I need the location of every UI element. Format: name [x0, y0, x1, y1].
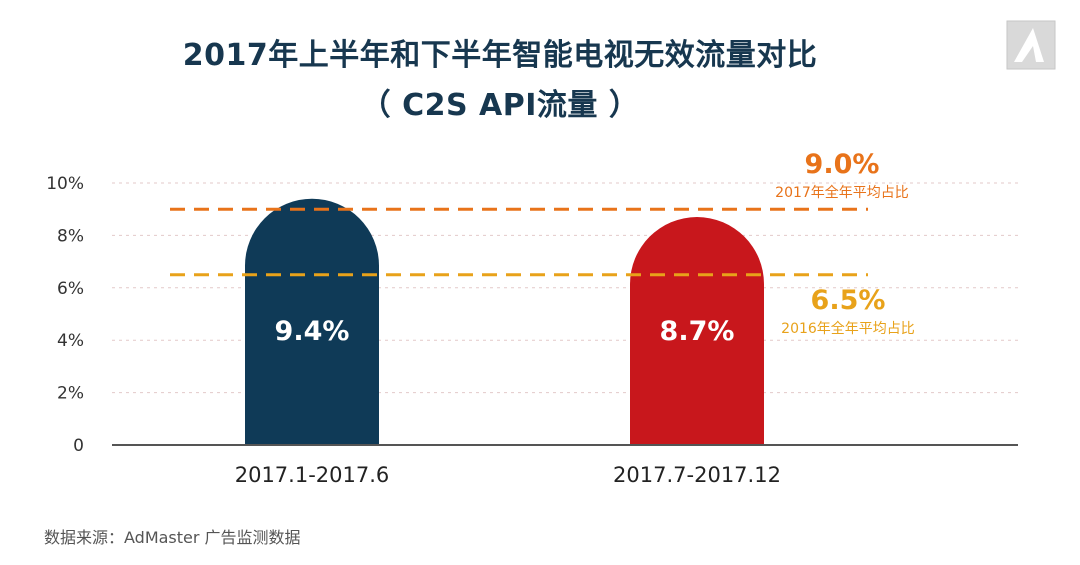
bar-value-label: 8.7% [660, 316, 735, 347]
bar-2017.1-2017.6 [245, 198, 379, 445]
bar-value-label: 9.4% [275, 316, 350, 347]
y-tick-label: 6% [57, 279, 84, 299]
y-tick-label: 2% [57, 384, 84, 404]
x-tick-label: 2017.1-2017.6 [235, 463, 390, 487]
reference-value-label: 9.0% [805, 149, 880, 180]
y-tick-label: 0 [73, 436, 84, 456]
logo-icon [1006, 20, 1056, 70]
chart-title: 2017年上半年和下半年智能电视无效流量对比 [182, 38, 818, 73]
y-tick-label: 4% [57, 331, 84, 351]
y-tick-label: 8% [57, 226, 84, 246]
data-source-note: 数据来源：AdMaster 广告监测数据 [44, 528, 301, 547]
reference-caption: 2017年全年平均占比 [775, 184, 909, 201]
reference-value-label: 6.5% [811, 285, 886, 316]
x-tick-label: 2017.7-2017.12 [613, 463, 781, 487]
y-tick-label: 10% [46, 174, 84, 194]
chart-subtitle: （ C2S API流量 ） [360, 88, 640, 123]
reference-caption: 2016年全年平均占比 [781, 320, 915, 337]
